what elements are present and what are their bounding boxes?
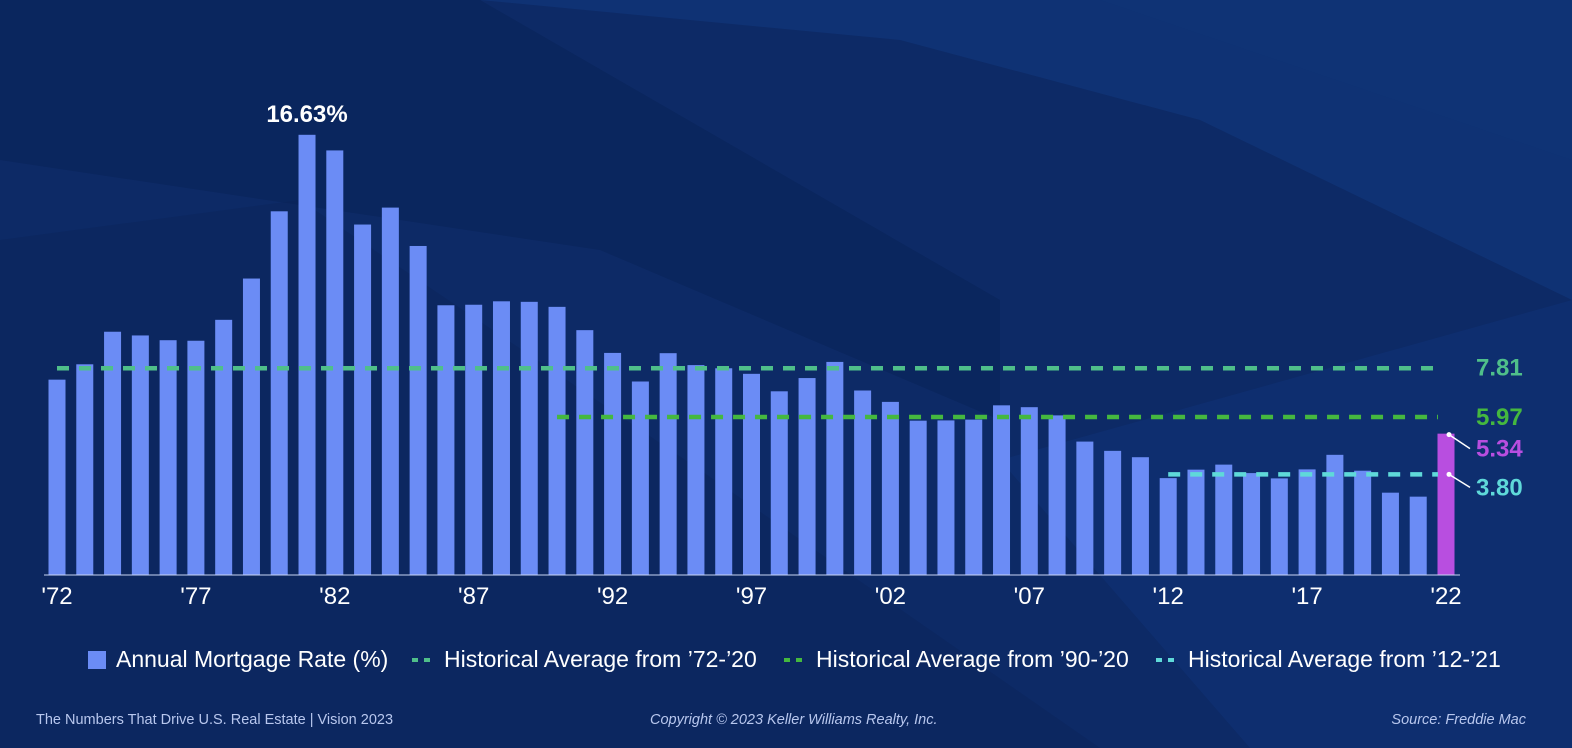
bar-2004	[937, 420, 955, 575]
bar-2007	[1020, 407, 1038, 575]
bar-1985	[409, 245, 427, 575]
bar-1995	[687, 365, 705, 575]
legend-swatch-dash	[1156, 657, 1176, 662]
bar-1982	[326, 150, 344, 575]
value-label-current: 5.34	[1476, 436, 1523, 463]
bar-2008	[1048, 415, 1066, 575]
bar-2011	[1131, 457, 1149, 575]
bar-1984	[381, 207, 399, 575]
value-label-avg-72-20: 7.81	[1476, 354, 1523, 381]
x-tick-label: '97	[736, 583, 767, 610]
bar-2022	[1437, 433, 1455, 575]
bar-1991	[576, 330, 594, 575]
bar-2018	[1326, 454, 1344, 575]
bar-2021	[1409, 496, 1427, 575]
legend-label: Historical Average from ’12-’21	[1188, 646, 1501, 672]
bar-2014	[1215, 464, 1233, 575]
legend-label: Historical Average from ’72-’20	[444, 646, 757, 672]
legend-label: Annual Mortgage Rate (%)	[116, 646, 389, 672]
bar-2002	[881, 401, 899, 575]
bar-1974	[104, 331, 122, 575]
legend-label: Historical Average from ’90-’20	[816, 646, 1129, 672]
bar-1983	[354, 224, 372, 575]
bar-2006	[993, 405, 1011, 575]
leader-dot-current	[1446, 432, 1452, 438]
bar-2000	[826, 361, 844, 575]
legend-item-avg-72-20: Historical Average from ’72-’20	[412, 646, 757, 673]
bar-1993	[631, 381, 649, 575]
bar-1975	[131, 335, 149, 575]
bar-1988	[492, 301, 510, 575]
bar-2010	[1104, 450, 1122, 575]
x-tick-label: '82	[319, 583, 350, 610]
legend-item-avg-12-21: Historical Average from ’12-’21	[1156, 646, 1501, 673]
x-tick-label: '12	[1153, 583, 1184, 610]
bar-1986	[437, 305, 455, 575]
bar-1992	[604, 352, 622, 575]
bar-2009	[1076, 441, 1094, 575]
bar-2005	[965, 419, 983, 575]
bar-2016	[1270, 478, 1288, 575]
x-tick-label: '07	[1014, 583, 1045, 610]
leader-line-avg-12-21	[1448, 473, 1471, 489]
chart-legend: Annual Mortgage Rate (%) Historical Aver…	[0, 646, 1572, 680]
leader-line-current	[1448, 434, 1471, 450]
x-tick-labels: '72 '77 '82 '87 '92 '97 '02 '07 '12 '17 '22	[41, 583, 1461, 610]
value-label-avg-90-20: 5.97	[1476, 404, 1523, 431]
bar-2012	[1159, 478, 1177, 575]
bar-1978	[215, 319, 233, 575]
bar-2001	[854, 390, 872, 575]
x-tick-label: '72	[41, 583, 72, 610]
footer-source: Source: Freddie Mac	[1391, 712, 1526, 728]
legend-swatch-dash	[784, 657, 804, 662]
bar-1996	[715, 368, 733, 575]
bar-1997	[743, 373, 760, 575]
bar-1987	[465, 304, 483, 575]
bar-1977	[187, 340, 205, 575]
x-tick-label: '92	[597, 583, 628, 610]
right-value-labels: 7.81 5.97 5.34 3.80	[1446, 354, 1523, 501]
bar-2013	[1187, 469, 1205, 575]
bar-1979	[242, 278, 260, 575]
bar-1980	[270, 211, 288, 576]
legend-item-avg-90-20: Historical Average from ’90-’20	[784, 646, 1129, 673]
x-tick-label: '22	[1430, 583, 1461, 610]
bar-2015	[1243, 473, 1261, 575]
x-tick-label: '17	[1291, 583, 1322, 610]
bar-1976	[159, 340, 177, 575]
x-tick-label: '77	[180, 583, 211, 610]
bar-2003	[909, 420, 927, 575]
bars-group	[48, 134, 1455, 576]
bar-2020	[1381, 492, 1399, 575]
bar-2017	[1298, 469, 1316, 575]
x-tick-label: '87	[458, 583, 489, 610]
footer-title: The Numbers That Drive U.S. Real Estate …	[36, 712, 394, 728]
reference-lines-group	[57, 366, 1438, 477]
bar-1990	[548, 306, 566, 575]
legend-item-mortgage-rate: Annual Mortgage Rate (%)	[88, 646, 388, 673]
bar-2019	[1354, 470, 1372, 575]
leader-dot-avg-12-21	[1446, 471, 1452, 477]
legend-swatch-bar	[88, 650, 106, 669]
footer-copyright: Copyright © 2023 Keller Williams Realty,…	[650, 712, 938, 728]
bar-1973	[76, 364, 94, 575]
bar-1994	[659, 353, 677, 575]
bar-1998	[770, 391, 788, 575]
peak-value-label: 16.63%	[266, 101, 347, 128]
legend-swatch-dash	[412, 657, 432, 662]
x-tick-label: '02	[875, 583, 906, 610]
bar-1999	[798, 378, 816, 575]
bar-1972	[48, 379, 66, 575]
bar-1981	[298, 134, 316, 575]
bar-1989	[520, 301, 538, 575]
value-label-avg-12-21: 3.80	[1476, 474, 1523, 501]
